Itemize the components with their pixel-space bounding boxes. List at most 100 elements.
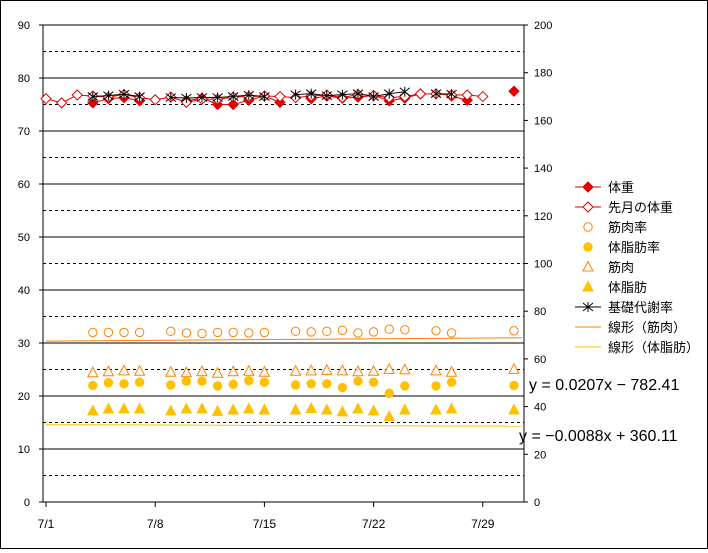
data-point	[447, 329, 455, 337]
marker-shape	[510, 327, 518, 335]
y-right-tick-label: 160	[534, 115, 552, 127]
marker-shape	[447, 378, 455, 386]
legend-item: 先月の体重	[575, 200, 673, 215]
data-point	[338, 383, 346, 391]
y-right-tick-label: 140	[534, 163, 552, 175]
legend-item: 基礎代謝率	[575, 300, 673, 315]
trendline-equation: y = −0.0088x + 360.11	[519, 428, 678, 445]
y-left-tick-label: 30	[18, 338, 30, 350]
legend-label: 基礎代謝率	[608, 300, 673, 315]
data-point	[307, 328, 315, 336]
legend-label: 体重	[608, 180, 634, 195]
marker-shape	[385, 325, 393, 333]
data-point	[89, 328, 97, 336]
data-point	[182, 329, 190, 337]
marker-shape	[447, 329, 455, 337]
legend-label: 筋肉	[608, 260, 634, 275]
data-point	[260, 328, 268, 336]
data-point	[260, 378, 268, 386]
data-point	[432, 382, 440, 390]
marker-shape	[229, 380, 237, 388]
marker-shape	[89, 381, 97, 389]
legend-label: 体脂肪	[608, 280, 647, 295]
marker-shape	[354, 377, 362, 385]
data-point	[104, 379, 112, 387]
marker-shape	[583, 182, 593, 192]
y-right-tick-label: 60	[534, 354, 546, 366]
y-left-tick-label: 90	[18, 20, 30, 32]
legend-marker	[584, 243, 592, 251]
marker-shape	[104, 328, 112, 336]
data-point	[213, 382, 221, 390]
data-point	[167, 327, 175, 335]
marker-shape	[89, 328, 97, 336]
data-point	[432, 327, 440, 335]
legend-marker	[583, 182, 593, 192]
data-point	[245, 376, 253, 384]
marker-shape	[583, 282, 593, 292]
y-left-tick-label: 60	[18, 179, 30, 191]
marker-shape	[583, 202, 593, 212]
y-right-tick-label: 40	[534, 402, 546, 414]
legend-item: 線形（筋肉）	[575, 320, 686, 335]
marker-shape	[584, 223, 592, 231]
x-tick-label: 7/22	[362, 517, 386, 531]
data-point	[213, 328, 221, 336]
data-point	[338, 326, 346, 334]
y-right-tick-label: 0	[534, 497, 540, 509]
marker-shape	[213, 328, 221, 336]
legend-marker	[583, 262, 593, 272]
y-left-tick-label: 0	[24, 497, 30, 509]
marker-shape	[432, 382, 440, 390]
legend-marker	[584, 223, 592, 231]
data-point	[369, 378, 377, 386]
marker-shape	[354, 329, 362, 337]
x-tick-label: 7/1	[38, 517, 55, 531]
marker-shape	[385, 389, 393, 397]
data-point	[245, 329, 253, 337]
data-point	[182, 377, 190, 385]
data-point	[229, 328, 237, 336]
x-tick-label: 7/8	[147, 517, 164, 531]
legend-item: 線形（体脂肪）	[575, 340, 699, 355]
marker-shape	[120, 380, 128, 388]
data-point	[447, 378, 455, 386]
marker-shape	[338, 383, 346, 391]
legend-item: 体重	[575, 180, 634, 195]
marker-shape	[182, 377, 190, 385]
y-left-tick-label: 80	[18, 73, 30, 85]
data-point	[323, 327, 331, 335]
marker-shape	[291, 327, 299, 335]
data-point	[291, 327, 299, 335]
marker-shape	[167, 381, 175, 389]
marker-shape	[401, 326, 409, 334]
data-point	[385, 389, 393, 397]
trendline-equation: y = 0.0207x − 782.41	[529, 377, 679, 394]
marker-shape	[291, 381, 299, 389]
data-point	[89, 381, 97, 389]
x-tick-label: 7/29	[471, 517, 495, 531]
marker-shape	[245, 329, 253, 337]
marker-shape	[260, 328, 268, 336]
y-right-tick-label: 180	[534, 68, 552, 80]
marker-shape	[307, 328, 315, 336]
data-point	[198, 377, 206, 385]
marker-shape	[245, 376, 253, 384]
marker-shape	[510, 381, 518, 389]
data-point	[369, 328, 377, 336]
data-point	[291, 381, 299, 389]
marker-shape	[432, 327, 440, 335]
x-tick-label: 7/15	[253, 517, 277, 531]
legend-marker	[583, 202, 593, 212]
legend-item: 体脂肪率	[584, 240, 660, 255]
y-left-tick-label: 50	[18, 232, 30, 244]
marker-shape	[369, 378, 377, 386]
legend-item: 体脂肪	[583, 280, 647, 295]
marker-shape	[338, 326, 346, 334]
legend-label: 先月の体重	[608, 200, 673, 215]
data-point	[354, 329, 362, 337]
y-right-tick-label: 100	[534, 259, 552, 271]
data-point	[323, 380, 331, 388]
